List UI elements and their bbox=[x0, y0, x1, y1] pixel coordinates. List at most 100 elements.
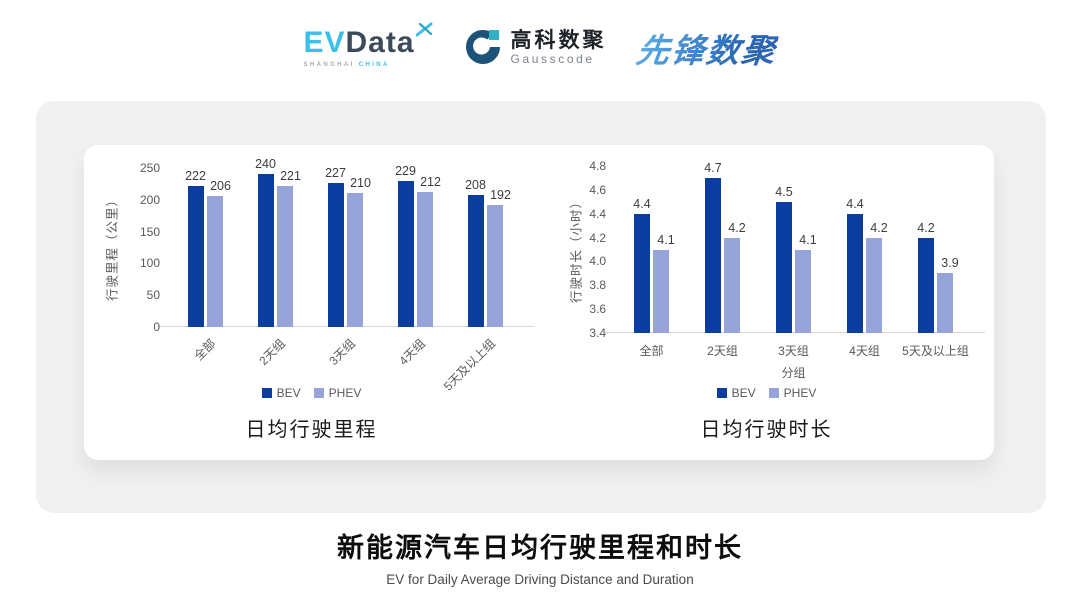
gausscode-text: 高科数聚 Gausscode bbox=[511, 29, 607, 66]
bar-phev bbox=[206, 195, 223, 327]
header-logos: EV Data SHANGHAI CHINA bbox=[0, 16, 1080, 80]
bar-value-label: 208 bbox=[465, 177, 486, 192]
bar-phev bbox=[937, 273, 953, 333]
legend-swatch-phev bbox=[768, 388, 779, 398]
distance-chart: 行驶里程（公里） 0 50 100 150 200 250 222 206 全部 240 221 2天… bbox=[84, 145, 539, 460]
x-tick-label: 2天组 bbox=[707, 344, 738, 358]
y-tick-label: 4.8 bbox=[589, 159, 606, 173]
evdata-data-text: Data bbox=[345, 26, 415, 59]
bar-phev bbox=[653, 249, 669, 333]
main-title: 新能源汽车日均行驶里程和时长 bbox=[337, 533, 743, 563]
bar-phev bbox=[416, 192, 433, 327]
x-tick-label: 5天及以上组 bbox=[441, 336, 499, 394]
legend: BEV PHEV bbox=[84, 386, 539, 400]
main-subtitle: EV for Daily Average Driving Distance an… bbox=[386, 572, 694, 587]
pioneer-logo: 先锋数聚 bbox=[633, 24, 780, 72]
bar-value-label: 3.9 bbox=[941, 256, 959, 271]
y-tick-label: 250 bbox=[139, 161, 160, 175]
x-axis-line bbox=[158, 326, 534, 327]
bar-value-label: 4.4 bbox=[633, 196, 651, 211]
y-axis-title: 行驶时长（小时） bbox=[569, 194, 584, 304]
y-tick-label: 3.4 bbox=[589, 326, 606, 340]
legend-label: BEV bbox=[731, 386, 756, 400]
legend-label: BEV bbox=[276, 386, 301, 400]
gausscode-en-text: Gausscode bbox=[510, 52, 595, 67]
x-axis-line bbox=[604, 332, 985, 333]
x-axis-title: 分组 bbox=[781, 366, 806, 380]
evdata-shanghai-text: SHANGHAI bbox=[303, 62, 355, 68]
evdata-china-text: CHINA bbox=[358, 62, 390, 68]
charts-panel: 行驶里程（公里） 0 50 100 150 200 250 222 206 全部 240 221 2天… bbox=[84, 145, 994, 460]
legend: BEV PHEV bbox=[539, 386, 994, 400]
bar-value-label: 4.1 bbox=[657, 232, 675, 247]
y-tick-label: 0 bbox=[153, 320, 160, 334]
gausscode-g-icon bbox=[462, 25, 504, 72]
evdata-subtext: SHANGHAI CHINA bbox=[303, 62, 389, 68]
y-axis-title: 行驶里程（公里） bbox=[105, 192, 120, 302]
x-tick-label: 3天组 bbox=[326, 336, 359, 369]
y-tick-label: 50 bbox=[146, 288, 160, 303]
plot-area: 3.4 3.6 3.8 4.0 4.2 4.4 4.6 4.8 4.4 4.1 全部 4.7 4.2 2天… bbox=[589, 159, 985, 380]
evdata-wordmark: EV Data bbox=[303, 22, 433, 59]
bar-bev bbox=[327, 182, 344, 327]
bar-value-label: 4.4 bbox=[846, 196, 864, 211]
x-tick-label: 全部 bbox=[639, 344, 664, 358]
legend-label: PHEV bbox=[328, 386, 362, 400]
bar-bev bbox=[705, 177, 721, 333]
bar-value-label: 4.7 bbox=[704, 160, 722, 175]
x-tick-label: 全部 bbox=[191, 336, 219, 364]
evdata-ev-text: EV bbox=[303, 26, 346, 59]
bar-value-label: 212 bbox=[420, 175, 441, 190]
legend-swatch-bev bbox=[261, 388, 272, 398]
y-tick-label: 4.2 bbox=[589, 230, 606, 245]
bar-phev bbox=[724, 237, 740, 333]
evdata-logo: EV Data SHANGHAI CHINA bbox=[303, 22, 433, 68]
bar-value-label: 4.1 bbox=[799, 232, 817, 247]
y-tick-label: 4.0 bbox=[589, 254, 606, 269]
gausscode-cn-text: 高科数聚 bbox=[510, 29, 607, 53]
legend-swatch-bev bbox=[716, 388, 727, 398]
chart-title: 日均行驶里程 bbox=[245, 419, 378, 441]
bar-value-label: 206 bbox=[210, 178, 231, 193]
bar-bev bbox=[776, 201, 792, 333]
bar-bev bbox=[257, 174, 274, 327]
bar-value-label: 4.2 bbox=[870, 220, 888, 235]
legend-item: PHEV bbox=[768, 386, 817, 400]
legend-item: BEV bbox=[261, 386, 301, 400]
evdata-spark-icon bbox=[415, 22, 433, 41]
bar-bev bbox=[918, 237, 934, 333]
bar-phev bbox=[795, 249, 811, 333]
legend-item: BEV bbox=[716, 386, 756, 400]
y-tick-label: 3.8 bbox=[589, 278, 606, 293]
chart-title: 日均行驶时长 bbox=[700, 419, 833, 441]
footer: 新能源汽车日均行驶里程和时长 EV for Daily Average Driv… bbox=[0, 526, 1080, 587]
y-tick-label: 3.6 bbox=[589, 302, 606, 317]
y-tick-label: 4.6 bbox=[589, 182, 606, 197]
legend-label: PHEV bbox=[783, 386, 817, 400]
bar-bev bbox=[397, 181, 414, 327]
bar-value-label: 4.2 bbox=[917, 220, 935, 235]
y-tick-label: 150 bbox=[139, 224, 160, 239]
bar-value-label: 210 bbox=[350, 176, 371, 191]
bar-value-label: 4.5 bbox=[775, 184, 793, 199]
bar-value-label: 227 bbox=[325, 165, 346, 180]
bar-phev bbox=[486, 204, 503, 327]
y-tick-label: 4.4 bbox=[589, 206, 606, 221]
gausscode-logo: 高科数聚 Gausscode bbox=[462, 25, 607, 72]
x-tick-label: 5天及以上组 bbox=[902, 344, 969, 358]
bar-bev bbox=[187, 185, 204, 327]
x-tick-label: 4天组 bbox=[849, 344, 880, 358]
bar-value-label: 4.2 bbox=[728, 220, 746, 235]
bar-phev bbox=[866, 237, 882, 333]
legend-item: PHEV bbox=[313, 386, 362, 400]
bar-phev bbox=[346, 193, 363, 327]
bar-value-label: 222 bbox=[185, 168, 206, 183]
legend-swatch-phev bbox=[313, 388, 324, 398]
y-tick-label: 200 bbox=[139, 192, 160, 207]
plot-area: 0 50 100 150 200 250 222 206 全部 240 221 2天组 227 210 3天… bbox=[140, 157, 534, 393]
duration-chart: 行驶时长（小时） 3.4 3.6 3.8 4.0 4.2 4.4 4.6 4.8 4.4 4.1 全… bbox=[539, 145, 994, 460]
charts-card: 行驶里程（公里） 0 50 100 150 200 250 222 206 全部 240 221 2天… bbox=[36, 101, 1046, 513]
x-tick-label: 3天组 bbox=[778, 344, 809, 358]
bar-value-label: 229 bbox=[395, 164, 416, 179]
